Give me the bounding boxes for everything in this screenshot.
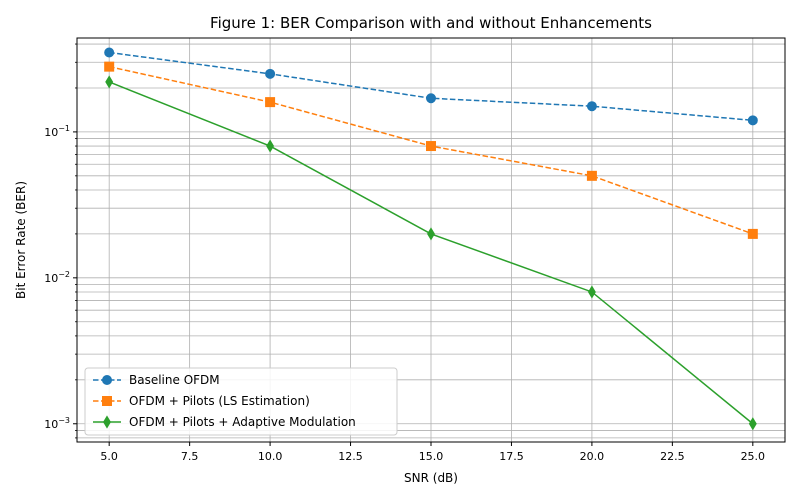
x-tick-label: 25.0 bbox=[741, 450, 766, 463]
data-point bbox=[586, 101, 597, 112]
x-tick-label: 12.5 bbox=[338, 450, 363, 463]
data-point bbox=[426, 141, 436, 152]
axis-ticks: 5.0 7.5 10.0 12.5 15.0 17.5 20.0 22.5 25.0 10−3 10… bbox=[44, 43, 766, 463]
data-point bbox=[266, 139, 275, 153]
legend-item: Baseline OFDM bbox=[93, 373, 220, 387]
legend-item: OFDM + Pilots + Adaptive Modulation bbox=[93, 415, 356, 429]
data-point bbox=[265, 68, 276, 79]
legend-label: OFDM + Pilots + Adaptive Modulation bbox=[129, 415, 356, 429]
series-layer bbox=[104, 47, 758, 431]
series-2 bbox=[104, 61, 758, 239]
x-tick-label: 5.0 bbox=[100, 450, 118, 463]
x-tick-label: 20.0 bbox=[580, 450, 605, 463]
x-tick-label: 17.5 bbox=[499, 450, 524, 463]
x-tick-label: 22.5 bbox=[660, 450, 685, 463]
y-tick-label: 10−1 bbox=[44, 124, 70, 139]
legend: Baseline OFDM OFDM + Pilots (LS Estimatio… bbox=[84, 367, 398, 436]
legend-marker bbox=[103, 415, 111, 429]
data-point bbox=[586, 170, 597, 181]
data-point bbox=[747, 115, 758, 126]
x-tick-label: 15.0 bbox=[419, 450, 444, 463]
x-tick-label: 7.5 bbox=[181, 450, 199, 463]
series-3 bbox=[105, 75, 757, 431]
data-point bbox=[427, 227, 435, 241]
data-point bbox=[587, 285, 596, 299]
legend-marker bbox=[102, 375, 112, 385]
y-tick-label: 10−2 bbox=[44, 270, 70, 285]
legend-label: OFDM + Pilots (LS Estimation) bbox=[129, 394, 310, 408]
x-tick-label: 10.0 bbox=[258, 450, 283, 463]
data-point bbox=[426, 93, 436, 104]
data-point bbox=[265, 97, 276, 108]
data-point bbox=[105, 75, 114, 89]
legend-item: OFDM + Pilots (LS Estimation) bbox=[93, 394, 310, 408]
data-point bbox=[104, 61, 115, 72]
legend-label: Baseline OFDM bbox=[129, 373, 220, 387]
legend-marker bbox=[102, 396, 112, 406]
data-point bbox=[747, 228, 758, 239]
legend-box bbox=[84, 367, 398, 436]
series-1 bbox=[104, 47, 758, 126]
y-tick-label: 10−3 bbox=[44, 416, 70, 431]
x-axis-label: SNR (dB) bbox=[404, 471, 458, 485]
y-axis-label: Bit Error Rate (BER) bbox=[14, 181, 28, 299]
data-point bbox=[748, 417, 757, 431]
chart-title: Figure 1: BER Comparison with and withou… bbox=[210, 14, 652, 32]
data-point bbox=[104, 47, 115, 58]
